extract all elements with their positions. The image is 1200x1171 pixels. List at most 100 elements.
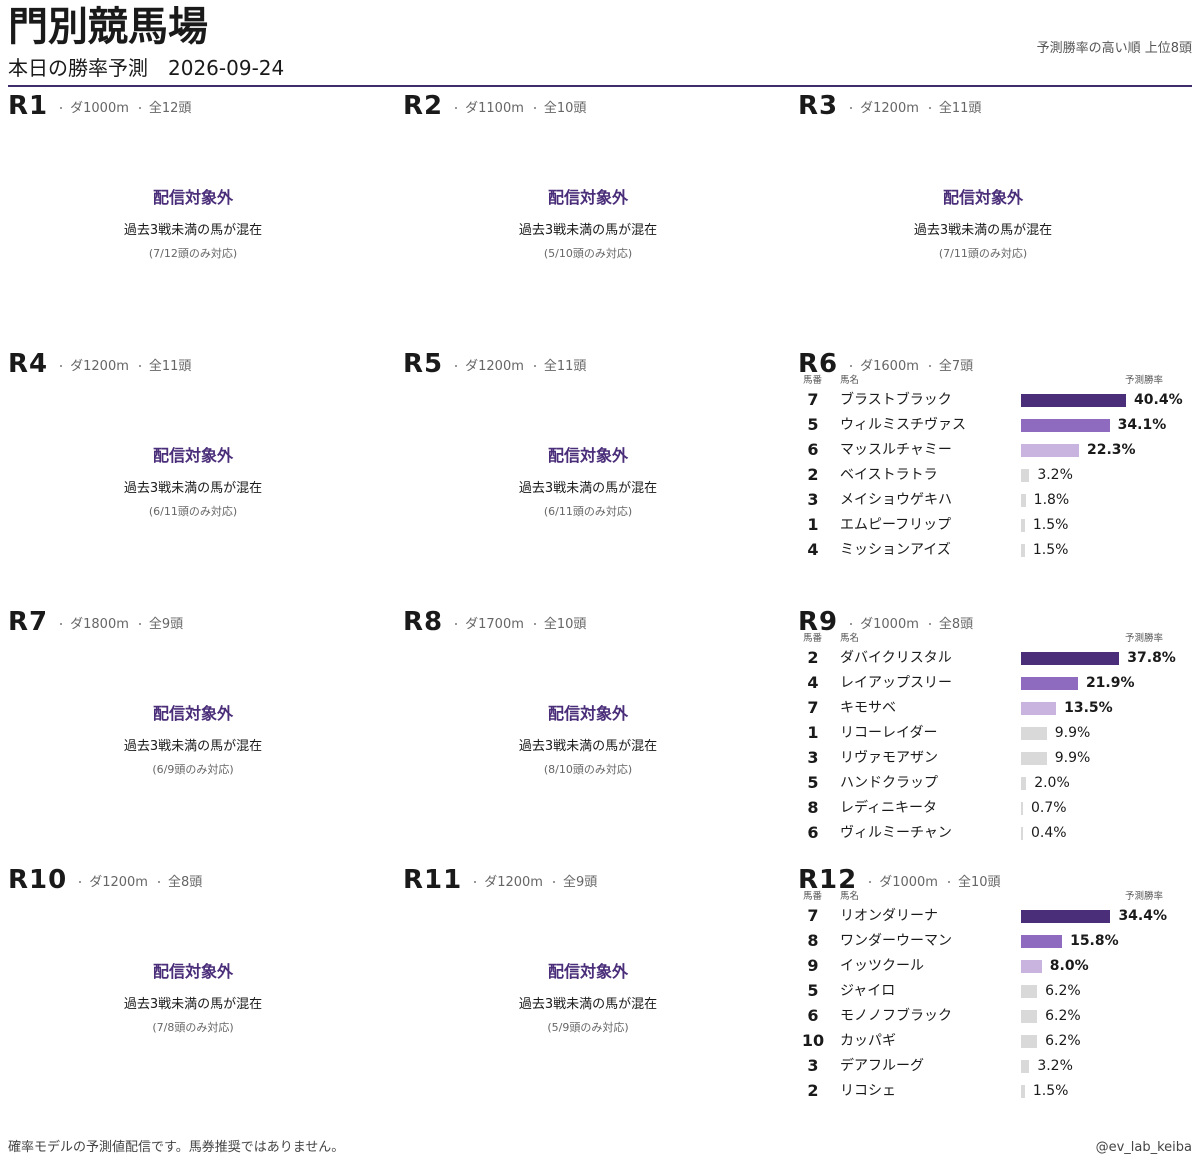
- horse-number: 5: [807, 415, 819, 434]
- rate-label: 40.4%: [1134, 392, 1183, 408]
- race-panel: R12 ダ1000m 全10頭 馬番 馬名 予測勝率 7 リオンダリーナ 34.4% 8 ワンダーウ…: [798, 865, 1183, 1116]
- rate-label: 37.8%: [1127, 650, 1176, 666]
- runner-count: 全10頭: [532, 97, 587, 116]
- rate-bar: [1021, 701, 1057, 715]
- rate-bar: [1021, 651, 1120, 665]
- race-meta: ダ1100m 全10頭: [453, 97, 586, 116]
- horse-number: 4: [807, 673, 819, 692]
- course: ダ1200m: [77, 871, 148, 890]
- status: 配信対象外: [547, 962, 628, 981]
- rate-label: 1.5%: [1032, 517, 1069, 533]
- status: 配信対象外: [547, 704, 628, 723]
- rate-bar: [1021, 493, 1026, 507]
- race-meta: ダ1000m 全8頭: [848, 613, 973, 632]
- rate-label: 15.8%: [1070, 933, 1119, 949]
- horse-number: 7: [807, 390, 819, 409]
- runner-count: 全8頭: [927, 613, 973, 632]
- horse-name: リヴァモアザン: [840, 750, 938, 766]
- horse-name: ミッションアイズ: [840, 542, 951, 558]
- horse-number: 7: [807, 698, 819, 717]
- horse-name: ブラストブラック: [840, 392, 952, 408]
- status: 配信対象外: [152, 704, 233, 723]
- race-header: R4 ダ1200m 全11頭: [8, 349, 192, 379]
- column-header: 予測勝率: [1125, 891, 1164, 902]
- horse-number: 8: [807, 798, 819, 817]
- status: 配信対象外: [942, 188, 1023, 207]
- race-meta: ダ1700m 全10頭: [453, 613, 586, 632]
- horse-number: 5: [807, 773, 819, 792]
- rate-label: 9.9%: [1054, 750, 1091, 766]
- rate-bar: [1021, 1084, 1025, 1098]
- race-meta: ダ1200m 全8頭: [77, 871, 202, 890]
- rate-label: 9.9%: [1054, 725, 1091, 741]
- race-header: R10 ダ1200m 全8頭: [8, 865, 202, 895]
- coverage: (5/10頭のみ対応): [543, 247, 633, 260]
- race-number: R1: [8, 91, 49, 121]
- coverage: (5/9頭のみ対応): [547, 1021, 629, 1034]
- race-meta: ダ1200m 全11頭: [453, 355, 586, 374]
- rate-label: 6.2%: [1045, 1033, 1081, 1049]
- race-number: R7: [8, 607, 49, 637]
- runner-count: 全11頭: [137, 355, 192, 374]
- horse-number: 6: [807, 823, 819, 842]
- course: ダ1200m: [453, 355, 524, 374]
- race-panel: R2 ダ1100m 全10頭 配信対象外 過去3戦未満の馬が混在 (5/10頭のみ対応): [403, 91, 788, 342]
- reason: 過去3戦未満の馬が混在: [518, 997, 658, 1012]
- course: ダ1000m: [867, 871, 938, 890]
- horse-name: カッパギ: [840, 1033, 896, 1049]
- race-panel: R7 ダ1800m 全9頭 配信対象外 過去3戦未満の馬が混在 (6/9頭のみ対応): [8, 607, 393, 858]
- race-panel: R11 ダ1200m 全9頭配信対象外過去3戦未満の馬が混在 (5/9頭のみ対応): [403, 865, 788, 1116]
- horse-number: 1: [807, 723, 819, 742]
- rate-label: 1.5%: [1032, 542, 1069, 558]
- column-header: 予測勝率: [1125, 633, 1164, 644]
- runner-count: 全9頭: [551, 871, 597, 890]
- coverage: (6/11頭のみ対応): [543, 505, 633, 518]
- race-header: R11 ダ1200m 全9頭: [403, 865, 597, 895]
- race-number: R4: [8, 349, 49, 379]
- coverage: (7/12頭のみ対応): [148, 247, 238, 260]
- rate-label: 34.1%: [1117, 417, 1167, 433]
- race-panel: R10 ダ1200m 全8頭 配信対象外 過去3戦未満の馬が混在 (7/8頭のみ対応): [8, 865, 393, 1116]
- horse-name: ワンダーウーマン: [840, 933, 952, 949]
- horse-number: 3: [807, 748, 819, 767]
- rate-bar: [1021, 934, 1063, 948]
- rate-bar: [1021, 1009, 1038, 1023]
- rate-bar: [1021, 518, 1025, 532]
- course: ダ1200m: [848, 97, 919, 116]
- horse-name: ハンドクラップ: [840, 775, 938, 791]
- reason: 過去3戦未満の馬が混在: [518, 739, 658, 754]
- rate-label: 13.5%: [1064, 700, 1113, 716]
- race-header: R5 ダ1200m 全11頭: [403, 349, 586, 379]
- rate-bar: [1021, 393, 1127, 407]
- runner-count: 全11頭: [532, 355, 587, 374]
- horse-name: メイショウゲキハ: [840, 492, 952, 508]
- horse-number: 2: [807, 465, 819, 484]
- race-panel: R8 ダ1700m 全10頭 配信対象外 過去3戦未満の馬が混在 (8/10頭のみ対応): [403, 607, 788, 858]
- course: ダ1100m: [453, 97, 524, 116]
- account: @ev_lab_keiba: [1095, 1140, 1192, 1155]
- race-panel: R1 ダ1000m 全12頭 配信対象外 過去3戦未満の馬が混在 (7/12頭のみ対応): [8, 91, 393, 342]
- course: ダ1700m: [453, 613, 524, 632]
- header-rule: [8, 85, 1192, 87]
- rate-label: 3.2%: [1037, 1058, 1073, 1074]
- horse-number: 2: [807, 1081, 819, 1100]
- rate-bar: [1021, 959, 1042, 973]
- rate-bar: [1021, 1034, 1038, 1048]
- horse-name: レイアップスリー: [840, 675, 952, 691]
- race-number: R2: [403, 91, 444, 121]
- race-panel: R5 ダ1200m 全11頭 配信対象外 過去3戦未満の馬が混在 (6/11頭のみ対応): [403, 349, 788, 600]
- horse-number: 9: [807, 956, 819, 975]
- race-header: R12 ダ1000m 全10頭: [798, 865, 1001, 895]
- race-meta: ダ1800m 全9頭: [58, 613, 183, 632]
- rate-label: 1.5%: [1032, 1083, 1069, 1099]
- horse-number: 8: [807, 931, 819, 950]
- coverage: (6/11頭のみ対応): [148, 505, 238, 518]
- sort-note: 予測勝率の高い順 上位8頭: [1036, 41, 1192, 56]
- race-panel: R3 ダ1200m 全11頭 配信対象外 過去3戦未満の馬が混在 (7/11頭のみ対応): [798, 91, 1183, 342]
- race-number: R11: [403, 865, 463, 895]
- rate-label: 2.0%: [1034, 775, 1070, 791]
- coverage: (8/10頭のみ対応): [543, 763, 633, 776]
- horse-name: イッツクール: [840, 958, 924, 974]
- race-header: R9 ダ1000m 全8頭: [798, 607, 973, 637]
- horse-name: ベイストラトラ: [840, 467, 938, 483]
